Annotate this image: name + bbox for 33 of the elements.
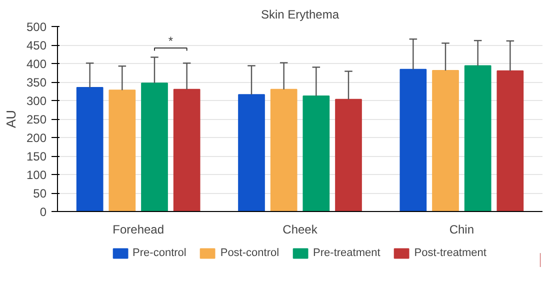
bar (464, 65, 492, 212)
y-tick-label: 450 (26, 38, 47, 52)
x-tick-label: Forehead (112, 222, 164, 236)
y-tick-label: 200 (26, 131, 47, 145)
x-tick-label: Cheek (282, 222, 318, 236)
y-tick-label: 0 (40, 205, 47, 219)
legend-label: Post-treatment (414, 247, 486, 259)
annotation: * (168, 34, 174, 48)
y-tick-label: 350 (26, 76, 47, 90)
bar (76, 87, 104, 212)
bar (173, 88, 200, 212)
y-axis-title: AU (3, 110, 18, 128)
bar (335, 98, 362, 212)
bar (400, 68, 427, 212)
y-tick-label: 400 (26, 57, 47, 71)
y-tick-label: 50 (33, 186, 47, 200)
bar (496, 70, 524, 212)
y-tick-label: 500 (26, 20, 47, 34)
x-tick-label: Chin (449, 222, 474, 236)
y-tick-label: 300 (26, 94, 47, 108)
bar (270, 88, 298, 212)
chart-title: Skin Erythema (260, 8, 340, 22)
bar (108, 90, 136, 212)
bar (432, 70, 459, 212)
legend-label: Pre-control (132, 247, 186, 259)
bar (238, 94, 265, 212)
legend-label: Pre-treatment (313, 247, 380, 259)
bar (141, 82, 168, 212)
legend-label: Post-control (220, 247, 280, 259)
bar (302, 96, 330, 212)
y-tick-label: 150 (26, 150, 47, 164)
y-tick-label: 100 (26, 168, 47, 182)
y-tick-label: 250 (26, 112, 47, 126)
